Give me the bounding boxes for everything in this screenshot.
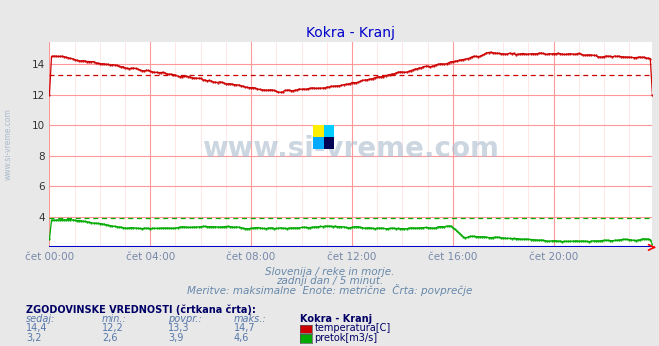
Text: sedaj:: sedaj:: [26, 314, 56, 324]
Text: 12,2: 12,2: [102, 324, 124, 334]
Text: ZGODOVINSKE VREDNOSTI (črtkana črta):: ZGODOVINSKE VREDNOSTI (črtkana črta):: [26, 304, 256, 315]
Text: temperatura[C]: temperatura[C]: [314, 324, 391, 334]
Text: 3,2: 3,2: [26, 333, 42, 343]
Text: 4,6: 4,6: [234, 333, 249, 343]
Text: 3,9: 3,9: [168, 333, 183, 343]
Text: Slovenija / reke in morje.: Slovenija / reke in morje.: [265, 267, 394, 277]
Text: povpr.:: povpr.:: [168, 314, 202, 324]
Text: 2,6: 2,6: [102, 333, 118, 343]
Text: 13,3: 13,3: [168, 324, 190, 334]
Text: www.si-vreme.com: www.si-vreme.com: [4, 109, 13, 180]
Text: zadnji dan / 5 minut.: zadnji dan / 5 minut.: [276, 276, 383, 286]
Title: Kokra - Kranj: Kokra - Kranj: [306, 26, 395, 40]
Text: min.:: min.:: [102, 314, 127, 324]
Text: Meritve: maksimalne  Enote: metrične  Črta: povprečje: Meritve: maksimalne Enote: metrične Črta…: [186, 284, 473, 296]
Text: pretok[m3/s]: pretok[m3/s]: [314, 333, 378, 343]
Text: Kokra - Kranj: Kokra - Kranj: [300, 314, 372, 324]
Text: maks.:: maks.:: [234, 314, 267, 324]
Text: 14,7: 14,7: [234, 324, 256, 334]
Text: 14,4: 14,4: [26, 324, 48, 334]
Text: www.si-vreme.com: www.si-vreme.com: [202, 135, 500, 163]
